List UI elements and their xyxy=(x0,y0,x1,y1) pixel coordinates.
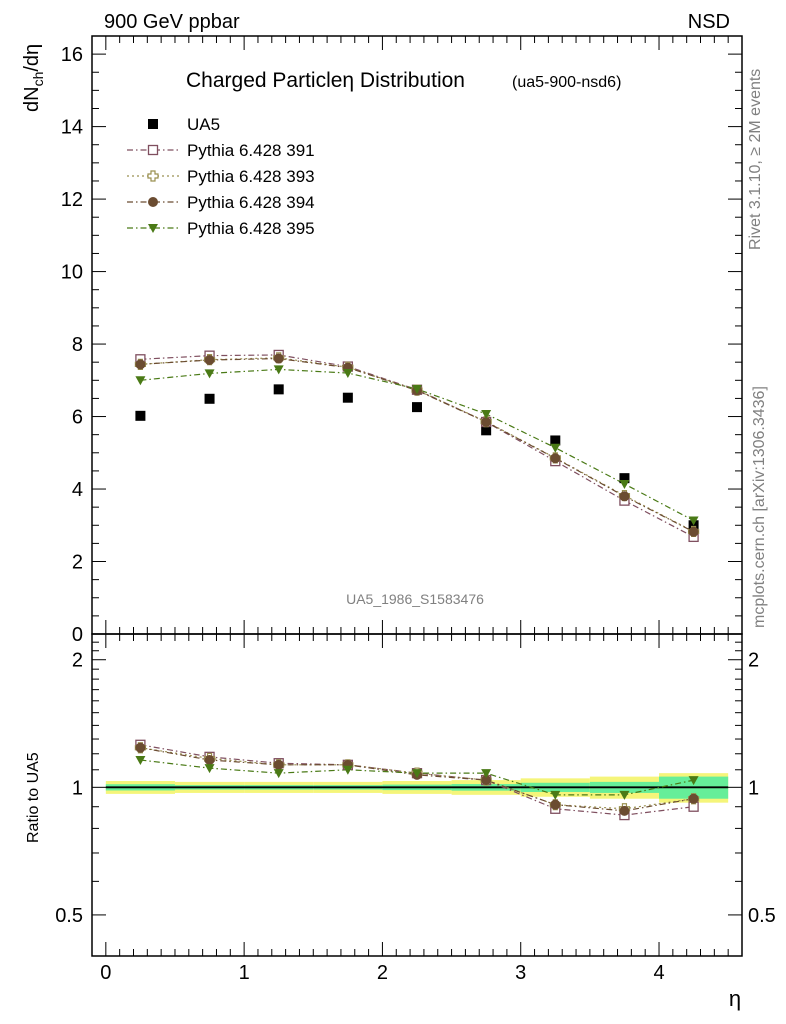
main-ylabel-d: dN xyxy=(21,86,43,112)
main-axes: 0 2 4 6 8 10 12 14 16 xyxy=(61,35,743,646)
data-point-s0-p6 xyxy=(550,435,561,446)
main-ytick-label: 6 xyxy=(72,407,83,429)
main-series-layer xyxy=(134,349,700,543)
chart-title-tag: (ua5-900-nsd6) xyxy=(512,74,621,91)
data-point-s0-p7 xyxy=(619,473,630,484)
chart-title: Charged Particleη Distribution xyxy=(186,69,465,92)
ratio-axes: 0.5 0.5 1 1 2 2 0 1 2 3 4 xyxy=(55,633,776,984)
ratio-point-s3-p3 xyxy=(342,765,353,775)
main-ytick-label: 10 xyxy=(61,262,83,284)
ratio-point-s3-p5 xyxy=(481,769,492,779)
legend-marker-1 xyxy=(147,144,159,156)
legend-marker-2 xyxy=(147,170,159,182)
legend-label-1: Pythia 6.428 391 xyxy=(187,141,315,160)
main-ylabel-sub: ch xyxy=(30,72,46,87)
ratio-panel: 0.5 0.5 1 1 2 2 0 1 2 3 4 xyxy=(55,633,776,984)
main-ylabel-tail: /dη xyxy=(21,44,43,72)
ratio-ytick-label-right: 0.5 xyxy=(748,905,776,927)
ratio-frame xyxy=(91,633,743,957)
data-point-s3-p2 xyxy=(273,353,284,364)
legend-label-2: Pythia 6.428 393 xyxy=(187,167,315,186)
data-point-s0-p5 xyxy=(481,425,492,436)
ratio-bands xyxy=(105,773,729,803)
ratio-ytick-label: 2 xyxy=(72,650,83,672)
main-panel: 0 2 4 6 8 10 12 14 16 Charged Particleη Distribu… xyxy=(61,35,743,646)
data-point-s4-p6 xyxy=(550,443,561,453)
main-ytick-label: 2 xyxy=(72,552,83,574)
ratio-point-s2-p2 xyxy=(273,759,284,770)
data-point-s4-p2 xyxy=(273,365,284,375)
ratio-ytick-label-right: 1 xyxy=(748,777,759,799)
legend: UA5 Pythia 6.428 391 Pythia 6.428 393 Pythi… xyxy=(127,115,315,238)
main-ytick-label: 0 xyxy=(72,624,83,646)
ratio-ylabel: Ratio to UA5 xyxy=(25,752,42,843)
legend-marker-0 xyxy=(148,119,158,129)
ratio-point-s3-p8 xyxy=(688,776,699,786)
main-ylabel: dNch/dη xyxy=(21,44,46,112)
data-point-s4-p8 xyxy=(688,516,699,526)
ratio-point-s3-p0 xyxy=(135,756,146,766)
ratio-point-s3-p2 xyxy=(273,769,284,779)
ratio-point-s2-p7 xyxy=(619,805,630,816)
legend-marker-4 xyxy=(148,224,158,233)
ratio-point-s3-p4 xyxy=(412,769,422,779)
ratio-line-0 xyxy=(140,744,694,816)
legend-label-4: Pythia 6.428 395 xyxy=(187,219,315,238)
data-point-s3-p8 xyxy=(688,526,699,537)
xtick-label: 2 xyxy=(377,962,388,984)
legend-marker-3 xyxy=(148,197,158,207)
ratio-point-s3-p1 xyxy=(204,764,215,774)
xtick-label: 4 xyxy=(653,962,664,984)
xtick-label: 1 xyxy=(239,962,250,984)
legend-label-0: UA5 xyxy=(187,115,220,134)
ratio-point-s3-p7 xyxy=(619,790,630,800)
data-point-s0-p4 xyxy=(412,402,422,413)
ratio-point-s2-p1 xyxy=(204,755,215,766)
data-point-s0-p0 xyxy=(135,410,146,421)
ratio-ytick-label: 0.5 xyxy=(55,905,83,927)
series-line-1 xyxy=(140,354,694,538)
x-axis-label: η xyxy=(729,986,741,1011)
data-point-s3-p6 xyxy=(550,453,561,464)
data-point-s4-p7 xyxy=(619,479,630,489)
data-point-s3-p5 xyxy=(481,416,492,427)
data-point-s0-p1 xyxy=(204,393,215,404)
rivet-label: Rivet 3.1.10, ≥ 2M events xyxy=(747,69,764,250)
analysis-watermark: UA5_1986_S1583476 xyxy=(346,591,484,607)
ratio-point-s2-p0 xyxy=(135,742,146,753)
xtick-label: 3 xyxy=(515,962,526,984)
ratio-point-s2-p8 xyxy=(688,793,699,804)
ratio-point-s3-p6 xyxy=(550,790,561,800)
data-point-s3-p7 xyxy=(619,491,630,502)
main-ytick-label: 4 xyxy=(72,479,83,501)
header-left: 900 GeV ppbar xyxy=(104,11,240,33)
series-line-2 xyxy=(140,357,694,532)
data-point-s4-p3 xyxy=(342,369,353,379)
ratio-ytick-label: 1 xyxy=(72,777,83,799)
data-point-s4-p5 xyxy=(481,410,492,420)
data-point-s0-p3 xyxy=(342,392,353,403)
main-ytick-label: 12 xyxy=(61,189,83,211)
ratio-series-layer xyxy=(134,739,700,821)
mcplots-label: mcplots.cern.ch [arXiv:1306.3436] xyxy=(751,386,768,628)
legend-label-3: Pythia 6.428 394 xyxy=(187,193,315,212)
data-point-s4-p4 xyxy=(412,385,422,395)
header-right: NSD xyxy=(688,11,730,33)
data-point-s4-p0 xyxy=(135,376,146,386)
ratio-ytick-label-right: 2 xyxy=(748,650,759,672)
series-line-3 xyxy=(140,357,694,533)
ratio-point-s2-p6 xyxy=(550,799,561,810)
data-point-s0-p2 xyxy=(273,384,284,395)
xtick-label: 0 xyxy=(100,962,111,984)
main-ytick-label: 8 xyxy=(72,334,83,356)
data-point-s3-p1 xyxy=(204,355,215,366)
main-ytick-label: 14 xyxy=(61,117,83,139)
main-ytick-label: 16 xyxy=(61,44,83,66)
data-point-s4-p1 xyxy=(204,369,215,379)
ratio-point-s2-p5 xyxy=(481,775,492,786)
data-point-s3-p0 xyxy=(135,359,146,370)
